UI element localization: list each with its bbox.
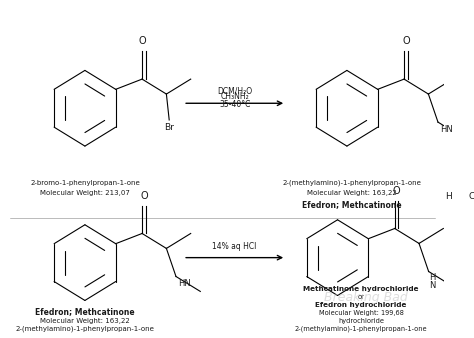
Text: Methcatinone hydrochloride: Methcatinone hydrochloride <box>303 287 419 292</box>
Text: HN: HN <box>440 125 453 134</box>
Text: H: H <box>445 192 452 201</box>
Text: 2-(methylamino)-1-phenylpropan-1-one: 2-(methylamino)-1-phenylpropan-1-one <box>16 326 155 332</box>
Text: Efedron hydrochloride: Efedron hydrochloride <box>315 303 407 308</box>
Text: Efedron; Methcatinone: Efedron; Methcatinone <box>302 200 401 209</box>
Text: Breaking Bad: Breaking Bad <box>324 291 408 304</box>
Text: Cl: Cl <box>469 192 474 201</box>
Text: O: O <box>393 186 401 196</box>
Text: 35-40°C: 35-40°C <box>219 100 250 109</box>
Text: Molecular Weight: 199,68: Molecular Weight: 199,68 <box>319 310 403 316</box>
Text: Br: Br <box>164 123 174 132</box>
Text: Molecular Weight: 163,22: Molecular Weight: 163,22 <box>307 190 396 196</box>
Text: O: O <box>402 36 410 46</box>
Text: O: O <box>140 191 148 201</box>
Text: Efedron; Methcatinone: Efedron; Methcatinone <box>35 307 135 316</box>
Text: Molecular Weight: 163,22: Molecular Weight: 163,22 <box>40 318 130 324</box>
Text: hydrochloride: hydrochloride <box>338 318 384 324</box>
Text: Molecular Weight: 213,07: Molecular Weight: 213,07 <box>40 190 130 196</box>
Text: CH₃NH₂: CH₃NH₂ <box>220 92 249 101</box>
Text: H: H <box>429 273 436 283</box>
Text: 2-(methylamino)-1-phenylpropan-1-one: 2-(methylamino)-1-phenylpropan-1-one <box>282 180 421 187</box>
Text: N: N <box>429 282 436 290</box>
Text: HN: HN <box>178 280 191 288</box>
Text: 2-(methylamino)-1-phenylpropan-1-one: 2-(methylamino)-1-phenylpropan-1-one <box>295 326 427 332</box>
Text: O: O <box>138 36 146 46</box>
Text: 2-bromo-1-phenylpropan-1-one: 2-bromo-1-phenylpropan-1-one <box>30 180 140 186</box>
Text: 14% aq HCl: 14% aq HCl <box>212 242 257 251</box>
Text: DCM/H₂O: DCM/H₂O <box>217 86 252 95</box>
Text: or: or <box>357 294 365 300</box>
